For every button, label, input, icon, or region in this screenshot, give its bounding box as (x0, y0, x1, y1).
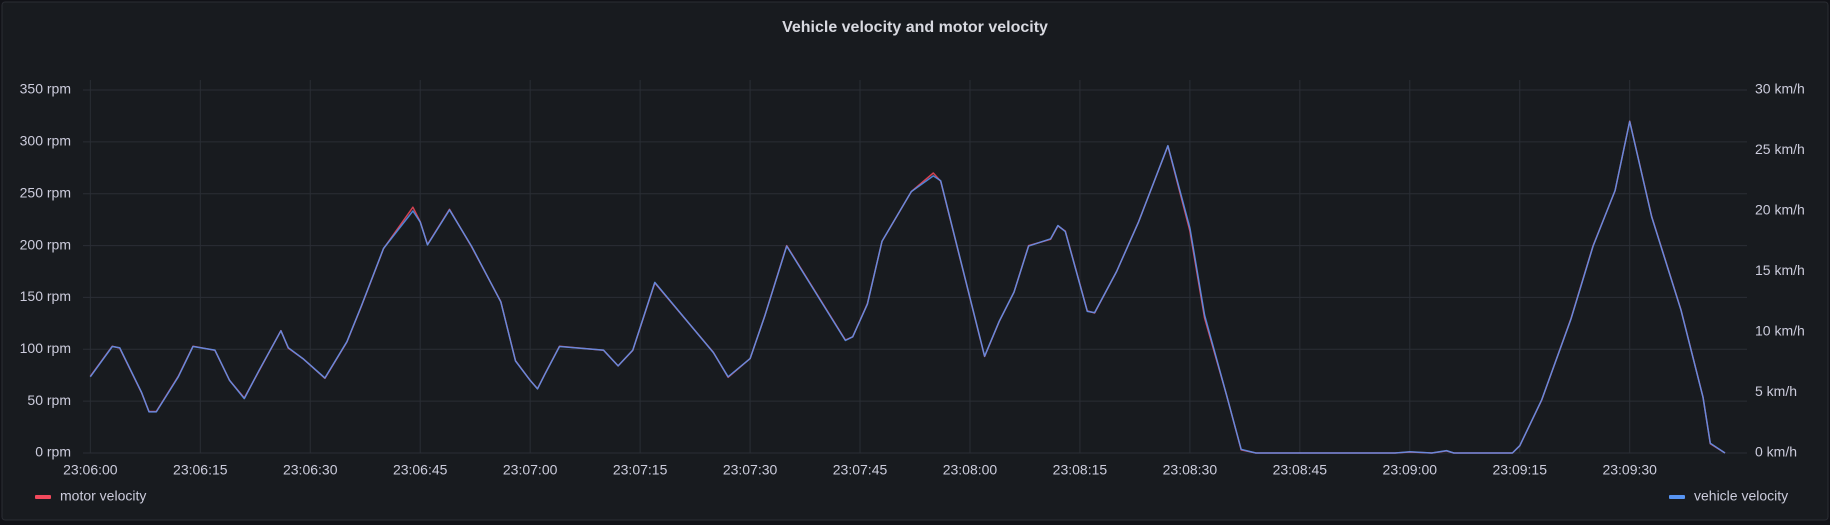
y2-tick-label: 25 km/h (1755, 141, 1805, 157)
y-tick-label: 0 rpm (35, 444, 71, 460)
x-tick-label: 23:07:45 (833, 462, 888, 478)
y2-tick-label: 10 km/h (1755, 323, 1805, 339)
x-tick-label: 23:08:15 (1053, 462, 1108, 478)
y2-tick-label: 15 km/h (1755, 262, 1805, 278)
legend-label: motor velocity (60, 488, 146, 504)
y-tick-label: 300 rpm (20, 133, 71, 149)
x-tick-label: 23:08:30 (1163, 462, 1218, 478)
x-tick-label: 23:06:15 (173, 462, 228, 478)
x-tick-label: 23:09:00 (1383, 462, 1438, 478)
y2-tick-label: 30 km/h (1755, 81, 1805, 97)
x-tick-label: 23:06:30 (283, 462, 338, 478)
y-tick-label: 150 rpm (20, 288, 71, 304)
chart-title: Vehicle velocity and motor velocity (782, 19, 1048, 36)
y2-tick-label: 20 km/h (1755, 202, 1805, 218)
x-tick-label: 23:08:45 (1273, 462, 1328, 478)
series-line (89, 120, 1726, 454)
y2-tick-label: 5 km/h (1755, 383, 1797, 399)
legend-label: vehicle velocity (1694, 488, 1788, 504)
y2-tick-label: 0 km/h (1755, 444, 1797, 460)
legend-swatch (35, 495, 51, 499)
y-tick-label: 100 rpm (20, 340, 71, 356)
y-tick-label: 250 rpm (20, 184, 71, 200)
y-tick-label: 350 rpm (20, 81, 71, 97)
x-tick-label: 23:09:15 (1493, 462, 1548, 478)
y-tick-label: 50 rpm (27, 392, 71, 408)
x-tick-label: 23:06:45 (393, 462, 448, 478)
x-tick-label: 23:06:00 (63, 462, 118, 478)
x-tick-label: 23:09:30 (1602, 462, 1657, 478)
legend-swatch (1669, 495, 1685, 499)
x-tick-label: 23:07:00 (503, 462, 558, 478)
x-tick-label: 23:07:15 (613, 462, 668, 478)
y-tick-label: 200 rpm (20, 236, 71, 252)
x-tick-label: 23:08:00 (943, 462, 998, 478)
x-tick-label: 23:07:30 (723, 462, 778, 478)
